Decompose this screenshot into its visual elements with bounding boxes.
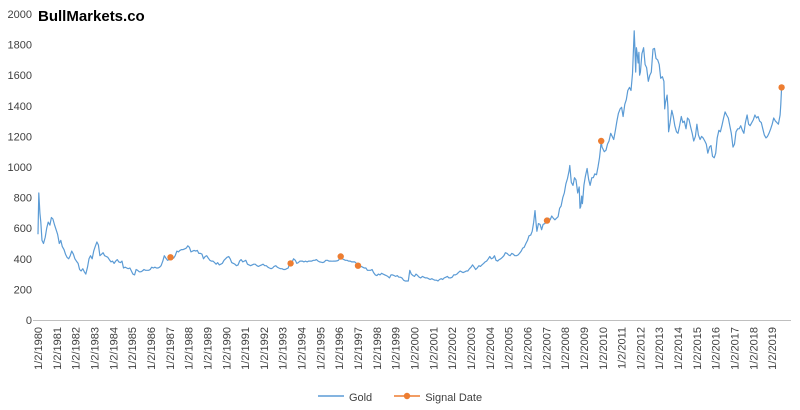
svg-text:1/2/2005: 1/2/2005 [504,327,516,370]
legend-label-gold: Gold [348,391,373,404]
svg-text:1/2/1980: 1/2/1980 [33,327,45,370]
svg-text:1/2/2015: 1/2/2015 [692,327,704,370]
svg-text:0: 0 [26,315,32,327]
svg-text:400: 400 [14,254,32,266]
svg-text:1/2/1991: 1/2/1991 [240,327,252,370]
svg-text:1/2/1997: 1/2/1997 [353,327,365,370]
svg-text:1/2/1993: 1/2/1993 [278,327,290,370]
svg-text:1/2/2001: 1/2/2001 [428,327,440,370]
svg-text:1/2/1988: 1/2/1988 [184,327,196,370]
legend-label-signal-date: Signal Date [425,391,483,404]
svg-text:1400: 1400 [8,101,32,113]
svg-text:600: 600 [14,223,32,235]
svg-text:1/2/2008: 1/2/2008 [560,327,572,370]
svg-text:1/2/2013: 1/2/2013 [654,327,666,370]
svg-text:1/2/2012: 1/2/2012 [635,327,647,370]
gold-line-swatch-icon [317,391,344,404]
chart-legend: Gold Signal Date [0,391,800,404]
svg-text:1/2/1985: 1/2/1985 [127,327,139,370]
signal-date-marker-swatch-icon [394,391,421,404]
svg-text:1/2/1986: 1/2/1986 [146,327,158,370]
svg-text:1/2/1990: 1/2/1990 [221,327,233,370]
svg-text:1/2/2007: 1/2/2007 [541,327,553,370]
svg-text:1/2/1994: 1/2/1994 [297,327,309,370]
svg-text:1/2/2019: 1/2/2019 [767,327,779,370]
svg-text:200: 200 [14,284,32,296]
svg-text:1/2/2011: 1/2/2011 [617,327,629,369]
brand-title: BullMarkets.co [38,8,145,25]
svg-text:1800: 1800 [8,40,32,52]
legend-item-gold[interactable]: Gold [317,391,373,404]
svg-text:1/2/1998: 1/2/1998 [372,327,384,370]
svg-text:1/2/1989: 1/2/1989 [202,327,214,370]
svg-text:1600: 1600 [8,70,32,82]
svg-text:1/2/2006: 1/2/2006 [522,327,534,370]
svg-text:1/2/1995: 1/2/1995 [315,327,327,370]
svg-text:1000: 1000 [8,162,32,174]
svg-text:1/2/2002: 1/2/2002 [447,327,459,370]
svg-text:1/2/2003: 1/2/2003 [466,327,478,370]
svg-text:1/2/1981: 1/2/1981 [52,327,64,370]
svg-text:1/2/1999: 1/2/1999 [391,327,403,370]
svg-text:1/2/1992: 1/2/1992 [259,327,271,370]
svg-text:1/2/2010: 1/2/2010 [598,327,610,370]
legend-item-signal-date[interactable]: Signal Date [394,391,482,404]
svg-text:1/2/2004: 1/2/2004 [485,327,497,370]
svg-text:2000: 2000 [8,9,32,21]
svg-text:1/2/1996: 1/2/1996 [334,327,346,370]
svg-text:1/2/2017: 1/2/2017 [730,327,742,370]
svg-text:1200: 1200 [8,131,32,143]
svg-text:1/2/2000: 1/2/2000 [410,327,422,370]
svg-text:1/2/1984: 1/2/1984 [108,327,120,370]
svg-text:1/2/2014: 1/2/2014 [673,327,685,370]
svg-text:1/2/2016: 1/2/2016 [711,327,723,370]
svg-text:1/2/2009: 1/2/2009 [579,327,591,370]
svg-text:1/2/1987: 1/2/1987 [165,327,177,370]
svg-text:1/2/1982: 1/2/1982 [71,327,83,370]
svg-text:1/2/1983: 1/2/1983 [89,327,101,370]
svg-text:1/2/2018: 1/2/2018 [748,327,760,370]
svg-text:800: 800 [14,193,32,205]
